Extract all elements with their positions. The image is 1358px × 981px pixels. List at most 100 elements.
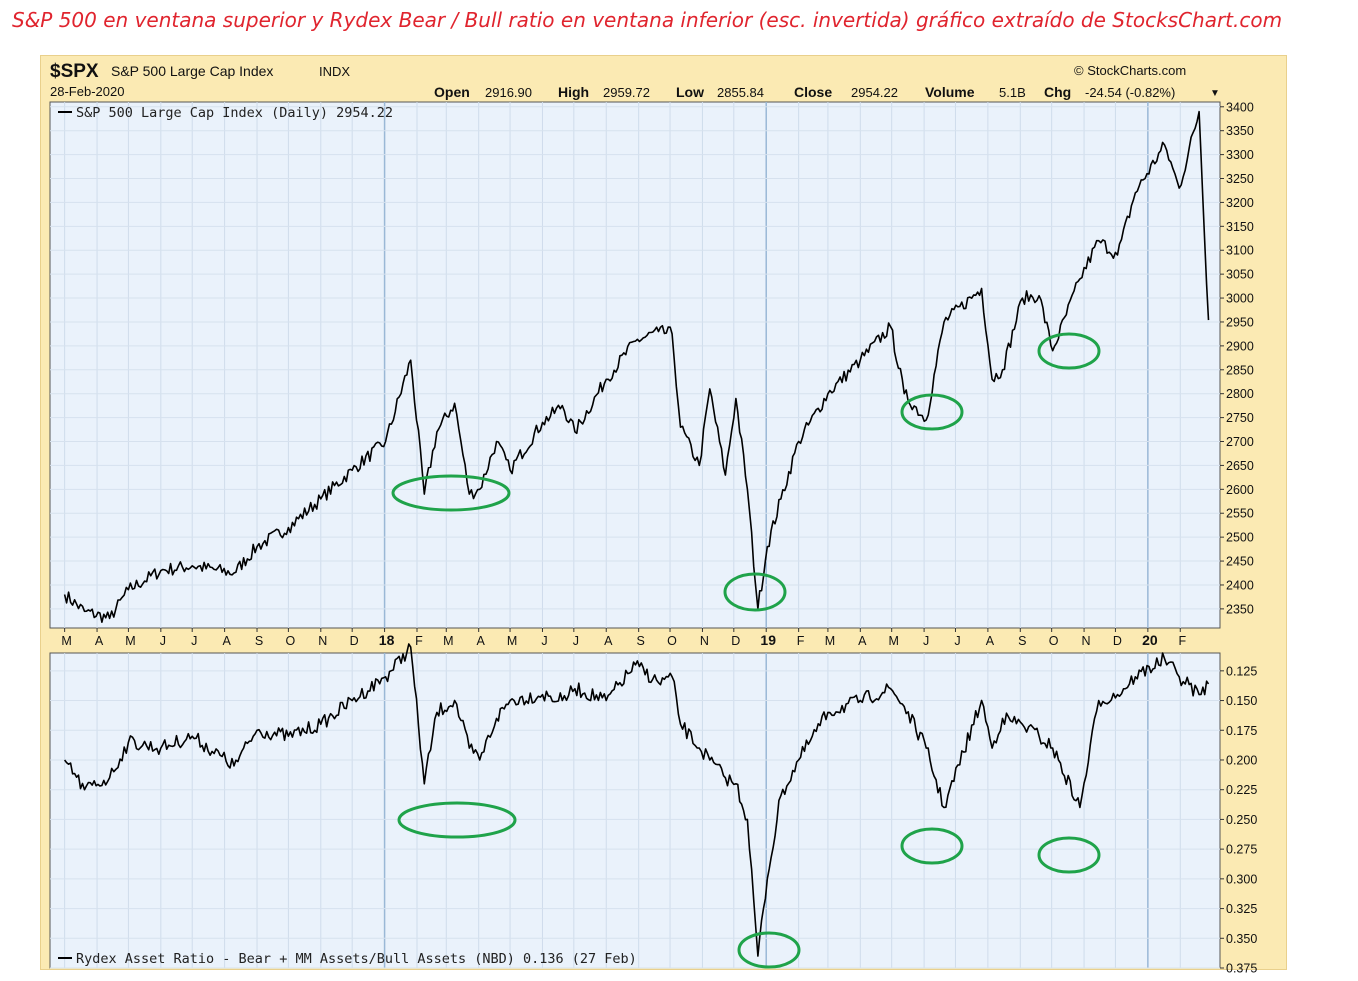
price-y-tick-label: 2750	[1226, 411, 1254, 425]
x-tick-label: F	[415, 634, 423, 648]
ellipse-dec-2018-bottom	[737, 931, 801, 969]
x-tick-label: N	[1082, 634, 1091, 648]
close-label: Close	[794, 84, 832, 100]
ratio-y-tick-label: 0.225	[1226, 783, 1257, 797]
ticker-symbol: $SPX	[50, 61, 99, 82]
chg-value: -24.54 (-0.82%)	[1085, 85, 1175, 100]
index-name: S&P 500 Large Cap Index	[111, 63, 273, 79]
price-panel	[49, 101, 1221, 629]
price-y-tick-label: 3350	[1226, 124, 1254, 138]
x-tick-label: A	[986, 634, 995, 648]
month-x-axis: M A M J J A S O N D 18 F M A M J J A S O N D 19 F M A M J J A S O N D 20 F	[61, 628, 1186, 648]
exchange-code: INDX	[319, 64, 350, 79]
x-tick-label: N	[318, 634, 327, 648]
x-tick-label: O	[667, 634, 677, 648]
price-y-tick-label: 3300	[1226, 148, 1254, 162]
x-tick-label: S	[636, 634, 644, 648]
x-tick-label: D	[1113, 634, 1122, 648]
x-tick-label: F	[1178, 634, 1186, 648]
annotation-ellipses	[391, 332, 1101, 969]
x-tick-label: D	[350, 634, 359, 648]
x-tick-label: O	[286, 634, 296, 648]
price-y-tick-label: 2600	[1226, 483, 1254, 497]
price-y-tick-label: 2700	[1226, 435, 1254, 449]
ratio-y-tick-label: 0.125	[1226, 664, 1257, 678]
ratio-y-tick-label: 0.200	[1226, 753, 1257, 767]
chg-label: Chg	[1044, 84, 1071, 100]
price-y-tick-label: 2900	[1226, 339, 1254, 353]
price-y-tick-label: 3000	[1226, 292, 1254, 306]
ellipse-oct-2019-bottom	[1037, 836, 1101, 874]
price-y-tick-label: 3150	[1226, 220, 1254, 234]
price-legend: S&P 500 Large Cap Index (Daily) 2954.22	[76, 105, 393, 121]
x-tick-label: A	[858, 634, 867, 648]
x-tick-label: J	[954, 634, 960, 648]
ellipse-feb-2018-bottom	[397, 801, 517, 839]
x-tick-label: A	[95, 634, 104, 648]
x-tick-label: A	[222, 634, 231, 648]
x-tick-label: M	[507, 634, 517, 648]
x-tick-label: M	[888, 634, 898, 648]
price-y-tick-label: 2350	[1226, 602, 1254, 616]
chart-date: 28-Feb-2020	[50, 84, 124, 99]
price-y-tick-label: 2550	[1226, 507, 1254, 521]
price-y-tick-label: 3200	[1226, 196, 1254, 210]
volume-value: 5.1B	[999, 85, 1026, 100]
high-value: 2959.72	[603, 85, 650, 100]
x-tick-label: S	[255, 634, 263, 648]
ohlc-stats: Open 2916.90 High 2959.72 Low 2855.84 Cl…	[434, 84, 1220, 100]
price-y-tick-label: 2650	[1226, 459, 1254, 473]
x-tick-label: M	[825, 634, 835, 648]
x-tick-label: J	[191, 634, 197, 648]
open-label: Open	[434, 84, 470, 100]
x-tick-label: A	[604, 634, 613, 648]
x-tick-label: J	[573, 634, 579, 648]
ratio-y-axis: 0.125 0.150 0.175 0.200 0.225 0.250 0.275 0.300…	[1220, 664, 1257, 976]
spx-price-line	[63, 110, 1210, 623]
x-tick-label: M	[61, 634, 71, 648]
page-caption: S&P 500 en ventana superior y Rydex Bear…	[12, 8, 1283, 32]
rydex-ratio-line	[63, 643, 1210, 957]
price-y-axis: 2350 2400 2450 2500 2550 2600 2650 2700 2750 2800…	[1220, 100, 1254, 616]
x-tick-label: M	[125, 634, 135, 648]
open-value: 2916.90	[485, 85, 532, 100]
ratio-y-tick-label: 0.175	[1226, 724, 1257, 738]
price-y-tick-label: 3400	[1226, 100, 1254, 114]
ratio-y-tick-label: 0.350	[1226, 932, 1257, 946]
volume-label: Volume	[925, 84, 975, 100]
close-value: 2954.22	[851, 85, 898, 100]
down-arrow-icon: ▼	[1210, 88, 1220, 99]
price-y-tick-label: 2400	[1226, 578, 1254, 592]
price-y-tick-label: 2850	[1226, 363, 1254, 377]
ratio-y-tick-label: 0.375	[1226, 962, 1257, 976]
x-tick-label: S	[1018, 634, 1026, 648]
high-label: High	[558, 84, 589, 100]
ratio-y-tick-label: 0.250	[1226, 813, 1257, 827]
x-tick-label: J	[923, 634, 929, 648]
price-y-tick-label: 2450	[1226, 555, 1254, 569]
x-tick-label: N	[700, 634, 709, 648]
ratio-panel	[49, 652, 1221, 969]
x-tick-label: A	[477, 634, 486, 648]
x-tick-label: J	[541, 634, 547, 648]
low-label: Low	[676, 84, 704, 100]
price-y-tick-label: 3250	[1226, 172, 1254, 186]
price-grid	[50, 102, 1220, 628]
price-y-tick-label: 2800	[1226, 387, 1254, 401]
ratio-y-tick-label: 0.300	[1226, 872, 1257, 886]
ellipse-oct-2019-top	[1037, 332, 1101, 370]
x-tick-label: 20	[1142, 632, 1158, 648]
x-tick-label: D	[731, 634, 740, 648]
ratio-y-tick-label: 0.150	[1226, 694, 1257, 708]
x-tick-label: J	[160, 634, 166, 648]
ellipse-jun-2019-top	[900, 393, 964, 431]
x-tick-label: 19	[760, 632, 776, 648]
price-y-tick-label: 3100	[1226, 244, 1254, 258]
price-y-tick-label: 3050	[1226, 268, 1254, 282]
x-tick-label: 18	[379, 632, 395, 648]
x-tick-label: M	[443, 634, 453, 648]
ratio-y-tick-label: 0.325	[1226, 902, 1257, 916]
x-tick-label: O	[1049, 634, 1059, 648]
stockcharts-watermark: © StockCharts.com	[1074, 63, 1186, 78]
